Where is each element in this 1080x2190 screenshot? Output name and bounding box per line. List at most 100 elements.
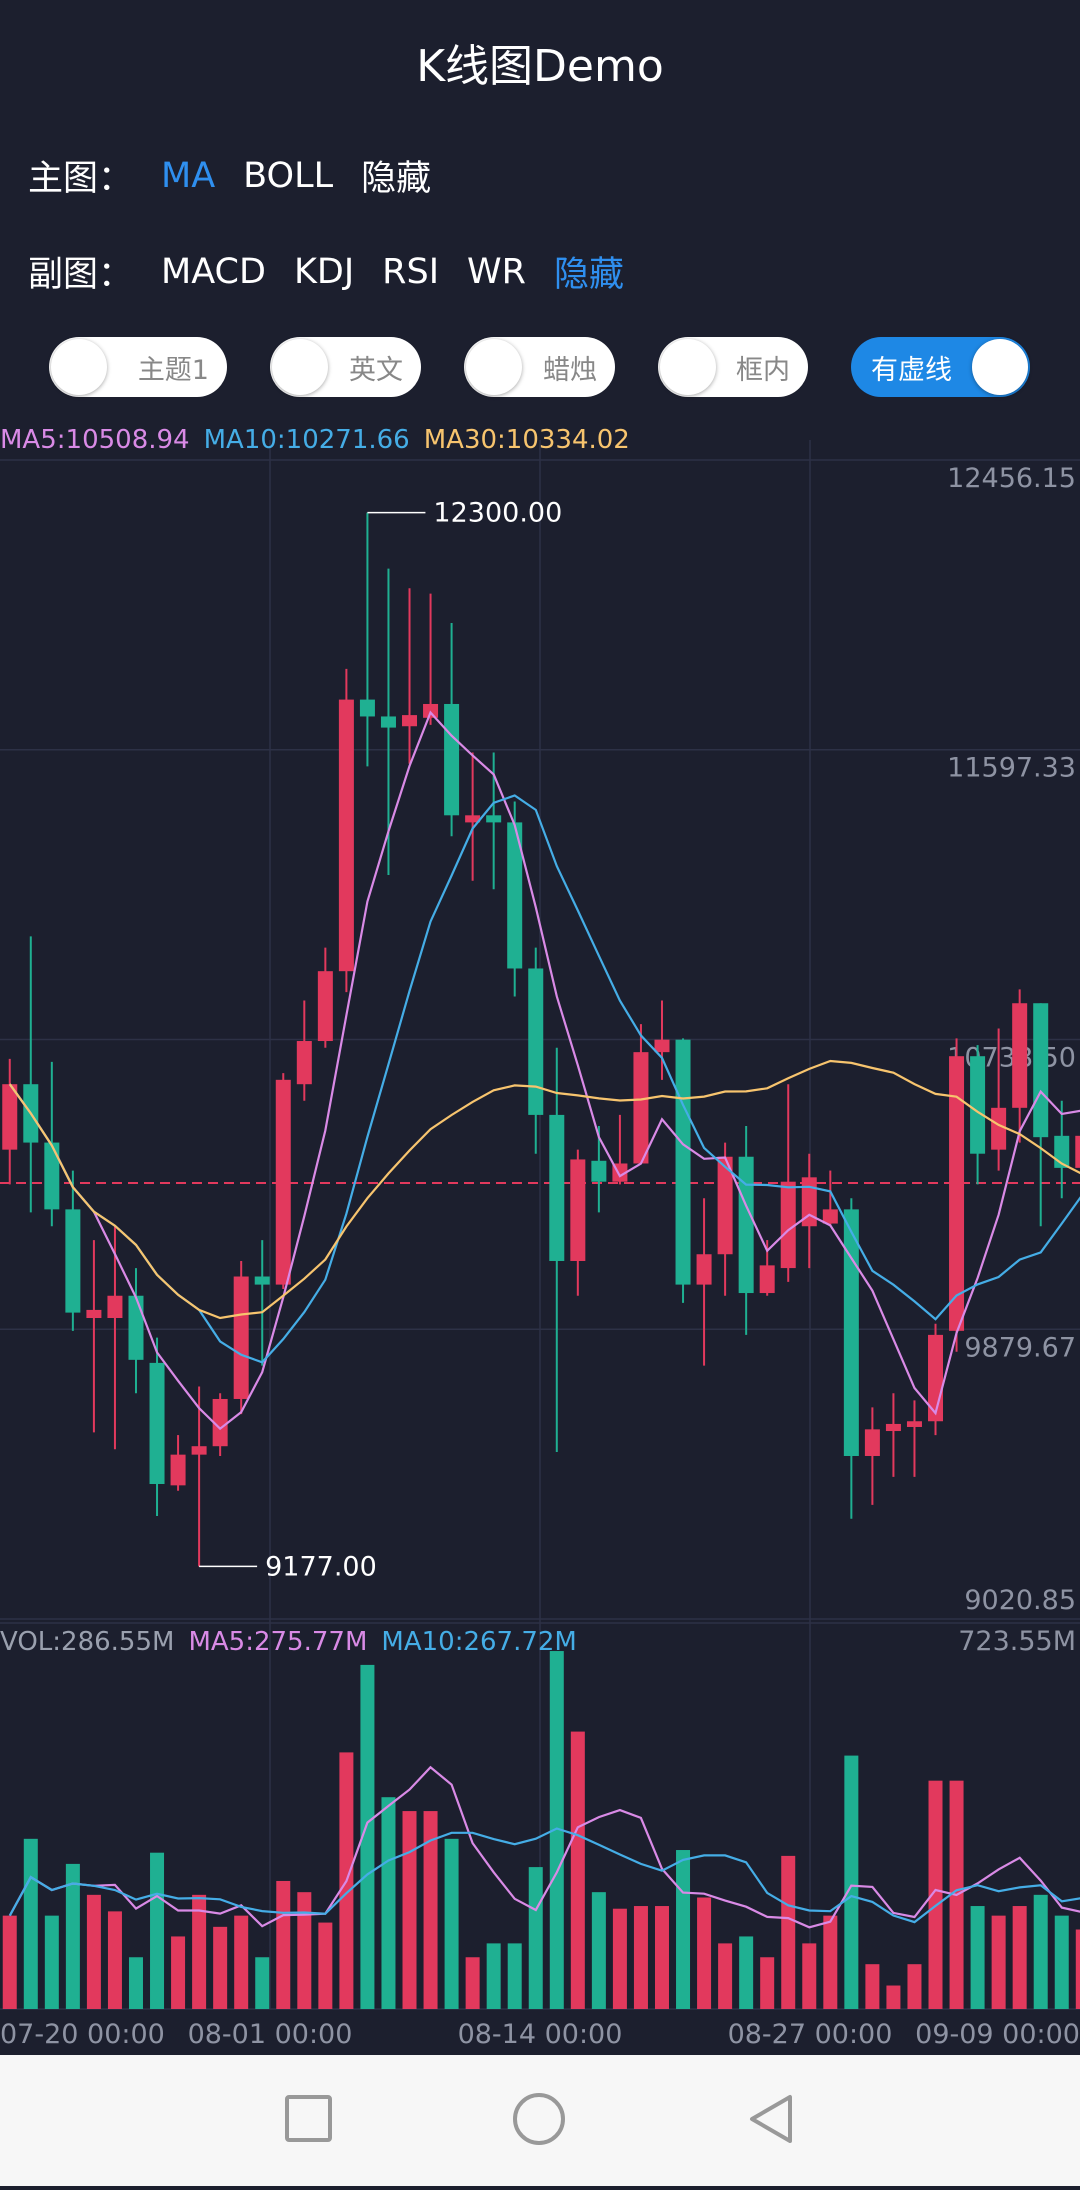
candle-body xyxy=(843,1209,859,1456)
volume-bar xyxy=(1012,1906,1027,2009)
candle-body xyxy=(254,1276,270,1285)
volume-bar xyxy=(886,1985,901,2009)
volume-bar xyxy=(865,1964,880,2009)
volume-bar xyxy=(2,1915,17,2009)
candle-body xyxy=(128,1295,144,1360)
x-tick-label: 07-20 00:00 xyxy=(0,2019,165,2050)
x-tick-label: 08-14 00:00 xyxy=(458,2019,623,2050)
toggle-label: 英文 xyxy=(349,354,403,386)
candle-body xyxy=(906,1421,922,1427)
volume-ma-line xyxy=(8,1765,1080,1929)
candle-body xyxy=(444,703,460,816)
volume-bar xyxy=(991,1915,1006,2009)
volume-bar xyxy=(486,1943,501,2009)
ma-legend: MA5:10508.94 xyxy=(0,425,190,455)
y-tick-label: 9879.67 xyxy=(964,1332,1076,1363)
candle-body xyxy=(696,1254,712,1285)
option-button[interactable]: MA xyxy=(161,155,216,196)
option-button[interactable]: WR xyxy=(467,251,526,292)
candle-body xyxy=(991,1107,1007,1150)
toggle-label: 有虚线 xyxy=(871,354,952,386)
nav-icons xyxy=(285,2093,792,2145)
x-tick-label: 09-09 00:00 xyxy=(915,2019,1080,2050)
option-button[interactable]: 隐藏 xyxy=(553,255,624,295)
candle-body xyxy=(1075,1135,1080,1168)
volume-bar xyxy=(823,1915,838,2009)
volume-bar xyxy=(570,1731,585,2009)
toggle-label: 蜡烛 xyxy=(543,354,597,386)
candle-body xyxy=(107,1295,123,1319)
toggle-switch[interactable]: 框内 xyxy=(658,337,808,397)
option-button[interactable]: BOLL xyxy=(243,155,334,196)
volume-bar xyxy=(970,1906,985,2009)
volume-bar xyxy=(528,1867,543,2009)
volume-bar xyxy=(86,1894,101,2009)
nav-bar xyxy=(0,2055,1080,2186)
ma-line xyxy=(8,1059,1080,1320)
candle-body xyxy=(885,1423,901,1432)
candle-body xyxy=(86,1309,102,1319)
candle-body xyxy=(570,1159,586,1261)
option-button[interactable]: KDJ xyxy=(293,251,355,292)
candle-body xyxy=(864,1429,880,1456)
volume-legend: MA5:275.77M xyxy=(188,1627,367,1657)
volume-tick-label: 723.55M xyxy=(958,1626,1076,1657)
toggle-switch[interactable]: 主题1 xyxy=(49,337,227,397)
y-tick-label: 11597.33 xyxy=(947,753,1076,784)
option-button[interactable]: RSI xyxy=(382,251,440,292)
volume-bar xyxy=(444,1838,459,2009)
ma-legend: MA10:10271.66 xyxy=(204,425,410,455)
y-tick-label: 12456.15 xyxy=(947,463,1076,494)
toggle-switch[interactable]: 英文 xyxy=(270,337,421,397)
volume-bar xyxy=(360,1664,375,2009)
volume-bar xyxy=(192,1894,207,2009)
back-button[interactable] xyxy=(750,2095,792,2143)
toggle-switch[interactable]: 有虚线 xyxy=(851,337,1030,397)
volume-bar xyxy=(844,1755,859,2009)
candle-body xyxy=(275,1079,291,1285)
candle-body xyxy=(549,1114,565,1261)
toggle-knob xyxy=(466,339,522,395)
ma-legend: MA30:10334.02 xyxy=(424,425,630,455)
candle-body xyxy=(822,1209,838,1224)
candle-body xyxy=(1012,1003,1028,1108)
volume-bar xyxy=(318,1922,333,2009)
x-tick-label: 08-01 00:00 xyxy=(188,2019,353,2050)
candle-body xyxy=(338,699,354,972)
volume-bar xyxy=(591,1892,606,2009)
volume-bar xyxy=(718,1943,733,2009)
toggle-knob xyxy=(972,339,1028,395)
home-button[interactable] xyxy=(513,2093,565,2145)
candle-body xyxy=(359,699,375,717)
volume-bar xyxy=(507,1943,522,2009)
volume-bar xyxy=(802,1943,817,2009)
page-title: K线图Demo xyxy=(416,41,664,92)
volume-bar xyxy=(255,1957,270,2009)
ma-line xyxy=(8,710,1080,1431)
candle-body xyxy=(212,1398,228,1447)
volume-bar xyxy=(44,1915,59,2009)
candle-body xyxy=(780,1181,796,1269)
toggle-switch[interactable]: 蜡烛 xyxy=(464,337,615,397)
volume-legend: VOL:286.55M xyxy=(0,1627,174,1657)
toggle-knob xyxy=(272,339,328,395)
candle-body xyxy=(380,716,396,728)
candle-body xyxy=(317,971,333,1042)
volume-bar xyxy=(928,1780,943,2009)
candle-body xyxy=(2,1084,18,1150)
toggle-knob xyxy=(51,339,107,395)
candle-body xyxy=(296,1041,312,1085)
volume-bar xyxy=(1054,1915,1069,2009)
row-label: 主图： xyxy=(28,159,134,199)
option-button[interactable]: 隐藏 xyxy=(361,159,432,199)
volume-bar xyxy=(760,1957,775,2009)
candle-body xyxy=(507,822,523,969)
volume-bar xyxy=(549,1651,564,2009)
candle-body xyxy=(233,1276,249,1399)
recent-button[interactable] xyxy=(285,2095,332,2142)
main-chart-row: 主图： MA BOLL 隐藏 xyxy=(28,150,431,201)
volume-bar xyxy=(612,1908,627,2009)
option-button[interactable]: MACD xyxy=(161,251,266,292)
candle-body xyxy=(738,1156,754,1294)
